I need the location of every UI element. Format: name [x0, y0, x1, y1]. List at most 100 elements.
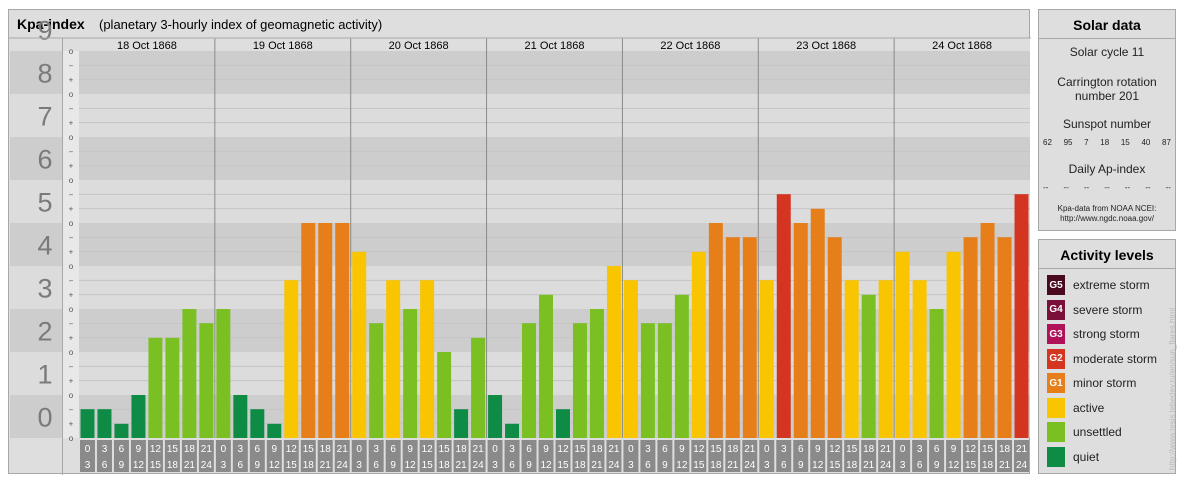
ap-index-value: --	[1083, 183, 1090, 192]
y-minor-mark: o	[69, 305, 74, 314]
legend-label: moderate storm	[1073, 351, 1158, 366]
interval-end-label: 3	[85, 460, 91, 471]
interval-end-label: 24	[880, 460, 892, 471]
interval-label-bg	[861, 440, 877, 472]
interval-end-label: 6	[238, 460, 244, 471]
kp-bar	[725, 237, 740, 438]
y-tick-label: 4	[37, 231, 52, 261]
levels-panel-divider	[1039, 268, 1175, 269]
y-tick-label: 1	[37, 360, 52, 390]
kp-bar	[233, 395, 248, 438]
y-tick-label: 8	[37, 59, 52, 89]
y-minor-mark: +	[69, 377, 74, 386]
interval-end-label: 9	[934, 460, 940, 471]
legend-label: strong storm	[1073, 327, 1140, 341]
y-minor-mark: −	[69, 276, 74, 285]
day-header-row	[79, 38, 1030, 51]
interval-end-label: 21	[591, 460, 603, 471]
data-source-url[interactable]: http://www.ngdc.noaa.gov/	[1060, 214, 1154, 223]
kp-bar	[1014, 194, 1029, 438]
interval-label-bg	[946, 440, 962, 472]
kp-bar	[267, 423, 282, 438]
interval-label-bg	[929, 440, 945, 472]
solar-data-panel: Solar data Solar cycle 11 Carrington rot…	[1038, 9, 1176, 231]
interval-start-label: 9	[407, 444, 413, 455]
interval-start-label: 0	[85, 444, 91, 455]
interval-label-bg	[300, 440, 316, 472]
interval-label-bg	[334, 440, 350, 472]
kp-bar	[131, 395, 146, 438]
interval-label-bg	[623, 440, 639, 472]
day-label: 23 Oct 1868	[796, 40, 856, 52]
interval-start-label: 0	[900, 444, 906, 455]
interval-start-label: 15	[303, 444, 315, 455]
interval-end-label: 6	[102, 460, 108, 471]
interval-end-label: 12	[540, 460, 552, 471]
interval-label-bg	[589, 440, 605, 472]
interval-start-label: 9	[272, 444, 278, 455]
interval-start-label: 21	[337, 444, 349, 455]
legend-label: severe storm	[1073, 302, 1143, 317]
interval-label-bg	[980, 440, 996, 472]
interval-label-bg	[912, 440, 928, 472]
legend-swatch: G3	[1047, 324, 1065, 344]
kp-bar	[522, 323, 537, 438]
kp-bar	[708, 223, 723, 438]
kp-bar	[776, 194, 791, 438]
ap-index-value: --	[1145, 183, 1151, 192]
legend-swatch: G1	[1047, 373, 1065, 393]
interval-label-bg	[844, 440, 860, 472]
interval-end-label: 24	[744, 460, 756, 471]
interval-start-label: 12	[829, 444, 841, 455]
interval-end-label: 24	[1016, 460, 1028, 471]
y-minor-mark: o	[69, 47, 74, 56]
interval-end-label: 15	[557, 460, 569, 471]
sunspot-value: 18	[1100, 138, 1110, 147]
interval-end-label: 12	[676, 460, 688, 471]
interval-end-label: 15	[150, 460, 162, 471]
y-minor-mark: o	[69, 90, 74, 99]
y-minor-mark: o	[69, 133, 74, 142]
legend-item-moderate-storm: G2 moderate storm	[1047, 348, 1158, 369]
interval-start-label: 18	[456, 444, 468, 455]
kp-bar	[623, 280, 638, 438]
ap-index-value: --	[1063, 183, 1069, 192]
y-band	[79, 180, 1030, 223]
interval-start-label: 6	[662, 444, 668, 455]
legend-item-extreme-storm: G5 extreme storm	[1047, 275, 1150, 295]
interval-start-label: 6	[255, 444, 261, 455]
interval-start-label: 6	[526, 444, 532, 455]
kp-bar	[759, 280, 774, 438]
kp-bar	[895, 251, 910, 438]
interval-end-label: 18	[303, 460, 315, 471]
interval-start-label: 3	[238, 444, 244, 455]
interval-label-bg	[198, 440, 214, 472]
kp-bar	[810, 208, 825, 438]
day-label: 18 Oct 1868	[117, 40, 177, 52]
y-minor-mark: −	[69, 319, 74, 328]
interval-end-label: 6	[781, 460, 787, 471]
interval-start-label: 9	[815, 444, 821, 455]
interval-label-bg	[181, 440, 197, 472]
interval-label-bg	[657, 440, 673, 472]
interval-end-label: 15	[693, 460, 705, 471]
interval-start-label: 9	[679, 444, 685, 455]
legend-label: unsettled	[1073, 425, 1122, 439]
interval-label-bg	[96, 440, 112, 472]
y-minor-mark: −	[69, 233, 74, 242]
legend-label: quiet	[1073, 449, 1100, 464]
kp-bar	[386, 280, 401, 438]
legend-swatch	[1047, 397, 1065, 418]
interval-label-bg	[963, 440, 979, 472]
interval-end-label: 24	[608, 460, 620, 471]
interval-start-label: 12	[557, 444, 569, 455]
kp-bar	[963, 237, 978, 438]
legend-swatch: G2	[1047, 348, 1065, 369]
chart-subtitle: (planetary 3-hourly index of geomagnetic…	[99, 17, 383, 32]
y-tick-label: 6	[37, 145, 52, 175]
y-band-label-bg	[10, 223, 62, 266]
day-label: 22 Oct 1868	[660, 40, 720, 52]
y-band-label-bg	[10, 352, 62, 395]
interval-start-label: 18	[727, 444, 739, 455]
data-source-line1: Kpa-data from NOAA NCEI:	[1057, 204, 1157, 213]
